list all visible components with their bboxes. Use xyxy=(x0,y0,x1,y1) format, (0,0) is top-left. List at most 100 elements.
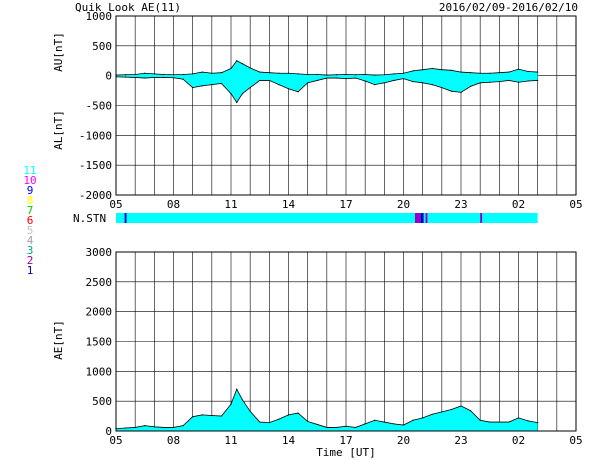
al-point xyxy=(241,92,244,95)
al-point xyxy=(134,76,136,79)
au-point xyxy=(307,73,309,76)
ae-point xyxy=(450,408,453,411)
au-point xyxy=(201,71,203,73)
ae-point xyxy=(268,422,270,424)
al-point xyxy=(144,77,146,79)
x-tick-label: 08 xyxy=(167,198,180,211)
au-point xyxy=(450,69,453,71)
al-point xyxy=(345,78,347,80)
ae-point xyxy=(134,426,136,429)
ae-point xyxy=(517,417,520,419)
y-tick-label: 1000 xyxy=(86,365,113,378)
x-tick-label: 11 xyxy=(224,198,237,211)
al-point xyxy=(374,84,376,86)
station-legend-entry: 8 xyxy=(27,194,34,207)
y-tick-label: 2500 xyxy=(86,276,113,289)
al-point xyxy=(192,87,194,89)
x-tick-label: 17 xyxy=(339,434,352,447)
x-tick-label: 08 xyxy=(167,434,180,447)
ae-point xyxy=(249,410,251,412)
ae-frame xyxy=(115,251,577,432)
x-tick-label: 02 xyxy=(512,434,525,447)
al-point xyxy=(182,78,184,80)
al-point xyxy=(450,90,453,92)
y-tick-label: 1500 xyxy=(86,336,113,349)
ae-point xyxy=(172,426,175,429)
y-tick-label: 0 xyxy=(105,70,112,83)
ae-point xyxy=(211,414,213,417)
au-point xyxy=(287,72,290,74)
y-tick-label: 1000 xyxy=(86,10,113,23)
ae-y-tick-labels: 3000 2500 2000 1500 1000 500 0 xyxy=(86,246,113,438)
x-tick-label: 17 xyxy=(339,198,352,211)
ae-point xyxy=(236,388,238,390)
au-point xyxy=(374,74,376,76)
au-point xyxy=(431,67,433,70)
au-point xyxy=(460,71,462,73)
al-point xyxy=(393,79,395,82)
au-point xyxy=(268,72,270,74)
au-point xyxy=(278,72,280,74)
au-point xyxy=(230,67,232,70)
au-al-y-tick-labels: 1000 500 0 -500 -1000 -1500 -2000 xyxy=(79,10,112,202)
al-point xyxy=(278,84,280,86)
al-point xyxy=(153,76,155,79)
ae-point xyxy=(259,421,261,423)
au-point xyxy=(134,73,136,76)
ae-point xyxy=(144,425,146,427)
au-point xyxy=(537,71,539,73)
ae-point xyxy=(431,413,433,415)
al-axis-label: AL[nT] xyxy=(52,110,65,150)
au-point xyxy=(192,73,194,75)
station-legend-entry: 5 xyxy=(27,224,34,237)
ae-point xyxy=(364,423,366,425)
ae-point xyxy=(479,419,481,421)
au-point xyxy=(527,70,529,73)
al-line xyxy=(115,76,538,104)
ae-point xyxy=(153,426,155,428)
ae-point xyxy=(527,420,529,422)
x-tick-label: 14 xyxy=(282,198,296,211)
ae-point xyxy=(354,426,357,429)
station-legend-entry: 3 xyxy=(27,244,34,257)
ae-point xyxy=(278,418,280,420)
ae-point xyxy=(192,416,194,418)
al-point xyxy=(220,82,223,85)
x-tick-label: 05 xyxy=(569,198,582,211)
x-tick-label: 05 xyxy=(109,434,122,447)
au-point xyxy=(517,68,520,70)
ae-point xyxy=(393,423,395,425)
ae-point xyxy=(163,426,165,429)
au-point xyxy=(335,74,338,76)
ae-point xyxy=(297,412,299,414)
ae-point xyxy=(441,411,443,413)
x-tick-label: 20 xyxy=(397,434,410,447)
al-point xyxy=(354,77,357,79)
al-point xyxy=(230,92,232,95)
ae-point xyxy=(316,423,318,426)
station-count-dip xyxy=(415,213,421,223)
ae-point xyxy=(498,421,500,423)
al-point xyxy=(527,80,529,82)
figure-title: Quik Look AE(11) xyxy=(75,1,181,14)
station-count-bar xyxy=(116,213,538,223)
ae-point xyxy=(422,417,424,419)
station-count-dip xyxy=(420,213,424,223)
station-legend-entry: 4 xyxy=(27,234,34,247)
au-point xyxy=(124,74,127,76)
ae-point xyxy=(307,420,309,423)
au-point xyxy=(163,73,165,76)
ae-area xyxy=(116,389,538,431)
y-tick-label: -500 xyxy=(86,100,113,113)
al-point xyxy=(441,87,443,89)
al-point xyxy=(172,77,175,79)
au-point xyxy=(479,72,481,74)
al-point xyxy=(115,76,117,78)
al-point xyxy=(326,77,328,79)
y-tick-label: 500 xyxy=(92,395,112,408)
al-point xyxy=(537,79,539,82)
au-axis-label: AU[nT] xyxy=(52,32,65,72)
ae-point xyxy=(220,415,223,417)
